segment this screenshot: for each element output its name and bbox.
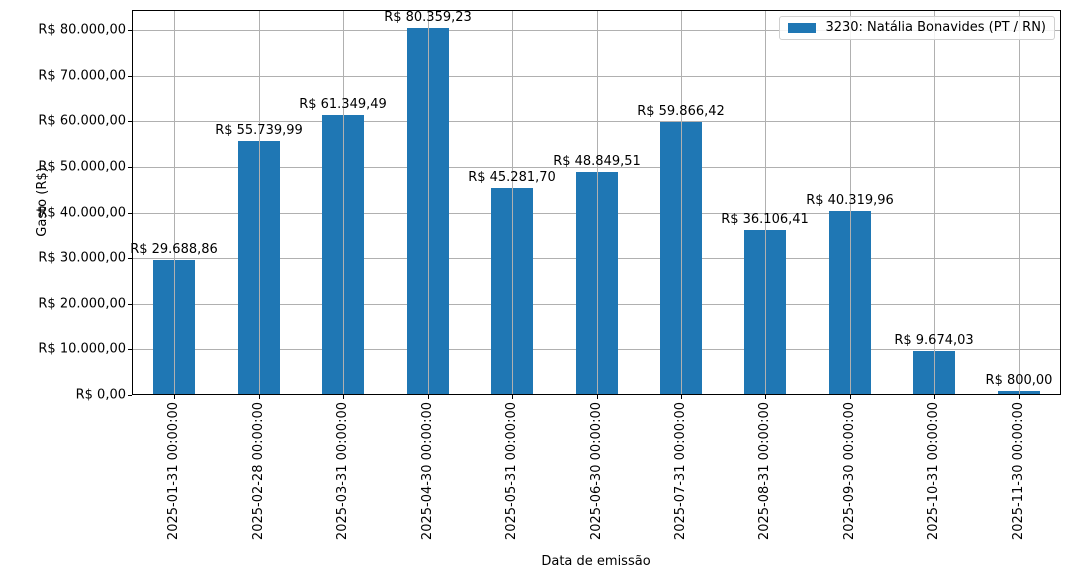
gridline-vertical xyxy=(765,10,766,395)
bar-value-label: R$ 40.319,96 xyxy=(806,193,894,209)
gridline-vertical xyxy=(428,10,429,395)
bar-value-label: R$ 59.866,42 xyxy=(637,103,725,119)
bar xyxy=(912,350,956,395)
x-tick xyxy=(850,395,851,399)
bar-value-label: R$ 48.849,51 xyxy=(553,154,641,170)
gridline-vertical xyxy=(850,10,851,395)
x-tick xyxy=(765,395,766,399)
y-tick xyxy=(128,304,132,305)
y-tick-label: R$ 70.000,00 xyxy=(38,68,126,84)
x-tick-label: 2025-06-30 00:00:00 xyxy=(589,402,604,541)
x-tick xyxy=(259,395,260,399)
gridline-horizontal xyxy=(132,76,1061,77)
y-tick-label: R$ 60.000,00 xyxy=(38,113,126,129)
x-tick xyxy=(512,395,513,399)
bar-value-label: R$ 61.349,49 xyxy=(299,97,387,113)
x-tick-label: 2025-07-31 00:00:00 xyxy=(673,402,688,541)
bar xyxy=(490,188,534,395)
x-tick xyxy=(428,395,429,399)
y-tick xyxy=(128,395,132,396)
y-tick-label: R$ 20.000,00 xyxy=(38,296,126,312)
x-tick-label: 2025-09-30 00:00:00 xyxy=(842,402,857,541)
y-tick xyxy=(128,213,132,214)
x-tick xyxy=(934,395,935,399)
gridline-horizontal xyxy=(132,121,1061,122)
x-tick-label: 2025-01-31 00:00:00 xyxy=(166,402,181,541)
y-tick-label: R$ 40.000,00 xyxy=(38,205,126,221)
y-tick xyxy=(128,30,132,31)
bar-value-label: R$ 800,00 xyxy=(985,373,1053,389)
gridline-vertical xyxy=(259,10,260,395)
bar xyxy=(828,211,872,395)
legend: 3230: Natália Bonavides (PT / RN) xyxy=(779,16,1055,40)
x-tick xyxy=(343,395,344,399)
bar xyxy=(997,391,1041,395)
x-tick xyxy=(681,395,682,399)
bar-value-label: R$ 45.281,70 xyxy=(468,170,556,186)
legend-label: 3230: Natália Bonavides (PT / RN) xyxy=(825,20,1046,35)
y-tick-label: R$ 80.000,00 xyxy=(38,22,126,38)
bar xyxy=(406,28,450,395)
gridline-vertical xyxy=(934,10,935,395)
x-tick xyxy=(1019,395,1020,399)
y-tick xyxy=(128,258,132,259)
y-tick-label: R$ 50.000,00 xyxy=(38,159,126,175)
x-axis-label: Data de emissão xyxy=(541,554,651,569)
gridline-vertical xyxy=(681,10,682,395)
x-tick-label: 2025-08-31 00:00:00 xyxy=(757,402,772,541)
x-tick-label: 2025-04-30 00:00:00 xyxy=(420,402,435,541)
bar-value-label: R$ 29.688,86 xyxy=(130,241,218,257)
bar-value-label: R$ 36.106,41 xyxy=(721,212,809,228)
y-tick-label: R$ 10.000,00 xyxy=(38,341,126,357)
legend-swatch xyxy=(788,22,817,33)
bar xyxy=(743,230,787,395)
x-tick xyxy=(174,395,175,399)
bar xyxy=(575,172,619,395)
bar-value-label: R$ 80.359,23 xyxy=(384,10,472,26)
x-tick-label: 2025-02-28 00:00:00 xyxy=(251,402,266,541)
x-tick xyxy=(597,395,598,399)
gridline-horizontal xyxy=(132,167,1061,168)
plot-area xyxy=(132,10,1061,395)
y-tick xyxy=(128,76,132,77)
bar xyxy=(152,259,196,395)
bar xyxy=(659,121,703,395)
bar-value-label: R$ 55.739,99 xyxy=(215,122,303,138)
y-tick xyxy=(128,167,132,168)
gridline-vertical xyxy=(1019,10,1020,395)
bar xyxy=(321,115,365,395)
x-tick-label: 2025-03-31 00:00:00 xyxy=(335,402,350,541)
bar xyxy=(237,140,281,395)
x-tick-label: 2025-10-31 00:00:00 xyxy=(926,402,941,541)
y-tick xyxy=(128,121,132,122)
y-tick-label: R$ 0,00 xyxy=(75,387,126,403)
gridline-vertical xyxy=(597,10,598,395)
y-tick-label: R$ 30.000,00 xyxy=(38,250,126,266)
y-axis-label: Gasto (R$) xyxy=(35,167,51,237)
gridline-vertical xyxy=(343,10,344,395)
x-tick-label: 2025-05-31 00:00:00 xyxy=(504,402,519,541)
gridline-horizontal xyxy=(132,30,1061,31)
gridline-vertical xyxy=(174,10,175,395)
bar-value-label: R$ 9.674,03 xyxy=(894,332,974,348)
y-tick xyxy=(128,349,132,350)
gridline-vertical xyxy=(512,10,513,395)
x-tick-label: 2025-11-30 00:00:00 xyxy=(1011,402,1026,541)
